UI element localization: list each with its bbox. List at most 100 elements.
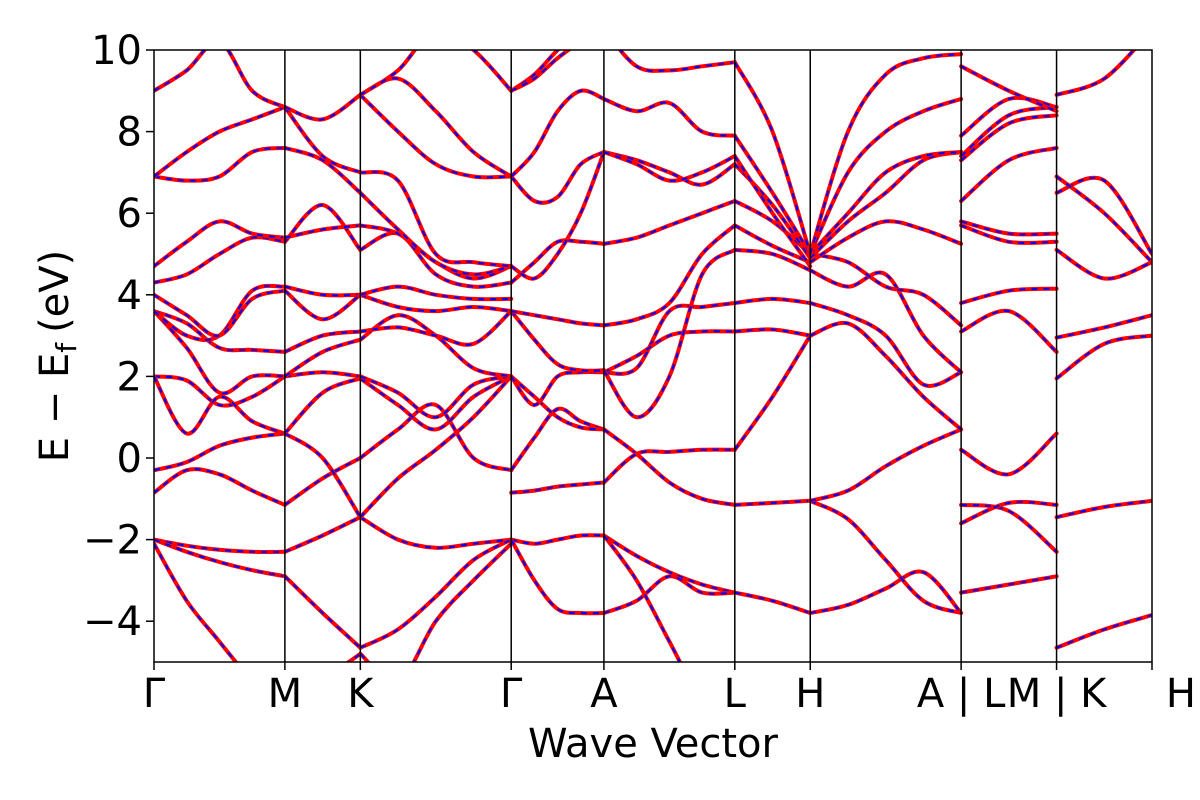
band-line-dashed (809, 98, 962, 255)
band-line-dashed (284, 338, 361, 378)
x-tick-label: H (1166, 671, 1196, 717)
band-line-dashed (359, 314, 512, 378)
band-line-solid (358, 537, 514, 650)
y-tick-label: 2 (117, 354, 142, 400)
band-line-dashed (284, 516, 361, 553)
band-line-dashed (960, 146, 1057, 202)
band-line-dashed (733, 135, 812, 255)
x-tick-label: Γ (143, 671, 166, 717)
band-line-dashed (284, 204, 362, 251)
y-tick-label: 4 (117, 273, 142, 319)
band-line-solid (509, 88, 606, 179)
band-line-dashed (510, 370, 604, 407)
band-line-solid (154, 309, 287, 396)
y-axis-ticks: −4 −2 0 2 4 6 8 10 (83, 28, 154, 645)
band-line-solid (282, 456, 363, 507)
band-line-solid (154, 105, 287, 179)
band-line-solid (358, 190, 514, 277)
band-line-dashed (284, 432, 362, 518)
band-line-dashed (154, 375, 286, 407)
band-line-dashed (284, 377, 361, 435)
y-tick-label: 6 (117, 191, 142, 237)
band-line-solid (358, 92, 514, 180)
band-line-dashed (1056, 50, 1136, 96)
band-line-solid (601, 150, 737, 183)
band-line-dashed (154, 220, 286, 268)
band-line-solid (154, 431, 287, 473)
band-line-dashed (284, 224, 361, 239)
band-line-dashed (733, 155, 812, 267)
x-tick-label: M (268, 671, 303, 717)
band-line-solid (509, 537, 606, 616)
band-line-dashed (154, 543, 238, 662)
band-line-solid (282, 92, 363, 122)
band-line-dashed (734, 591, 811, 614)
y-axis-title: E − Ef (eV) (32, 250, 83, 463)
band-line-dashed (154, 538, 286, 578)
band-line-solid (154, 219, 287, 269)
band-line-dashed (510, 407, 605, 471)
band-line-solid (1054, 50, 1137, 97)
band-line-dashed (284, 575, 361, 649)
band-line-dashed (284, 146, 361, 194)
band-line-dashed (154, 468, 286, 506)
band-line-dashed (809, 220, 962, 264)
band-line-solid (358, 402, 514, 473)
band-line-dashed (359, 403, 512, 472)
x-tick-label: A | L (917, 671, 1006, 717)
band-line-dashed (809, 499, 962, 614)
band-line-solid (345, 651, 363, 662)
band-line-solid (282, 288, 363, 322)
band-line-dashed (809, 269, 962, 374)
band-line-dashed (511, 534, 604, 545)
band-line-solid (358, 284, 514, 302)
band-line-solid (617, 50, 737, 73)
plot-frame (153, 49, 1153, 663)
band-line-dashed (960, 575, 1057, 594)
band-line-solid (154, 50, 287, 110)
band-line-dashed (154, 50, 286, 109)
band-line-dashed (1056, 614, 1152, 649)
band-line-dashed (809, 151, 962, 259)
band-line-solid (358, 169, 514, 269)
band-line-dashed (603, 249, 736, 419)
band-line-solid (732, 133, 813, 256)
band-line-dashed (960, 309, 1058, 353)
band-line-dashed (960, 96, 1057, 137)
band-line-dashed (360, 310, 512, 346)
x-tick-label: A (590, 671, 618, 717)
band-line-solid (358, 309, 514, 347)
band-line-dashed (359, 375, 512, 419)
band-line-dashed (1056, 249, 1152, 280)
band-line-dashed (603, 575, 735, 614)
band-line-dashed (511, 481, 604, 494)
band-line-solid (358, 76, 514, 179)
band-line-dashed (1056, 314, 1152, 339)
band-line-dashed (284, 94, 361, 121)
band-line-dashed (510, 151, 605, 204)
band-line-dashed (603, 302, 735, 375)
band-line-solid (959, 431, 1059, 477)
band-line-solid (509, 374, 606, 432)
band-line-dashed (359, 232, 512, 288)
band-line-dashed (359, 375, 512, 431)
x-tick-label: K (347, 671, 375, 717)
x-axis-title: Wave Vector (528, 721, 779, 767)
band-line-dashed (510, 375, 604, 431)
band-line-dashed (603, 330, 735, 374)
y-axis-title-unit: (eV) (32, 250, 78, 333)
band-line-dashed (154, 289, 286, 337)
band-line-dashed (960, 500, 1057, 525)
band-line-solid (358, 50, 514, 97)
x-tick-label: M | K (1007, 671, 1108, 717)
band-line-dashed (603, 98, 735, 137)
band-line-solid (282, 376, 363, 436)
band-line-dashed (960, 503, 1058, 553)
band-line-solid (808, 498, 964, 615)
band-line-dashed (359, 50, 512, 96)
band-line-solid (358, 313, 514, 379)
band-line-dashed (603, 224, 736, 327)
band-line-solid (358, 374, 514, 520)
band-line-dashed (734, 224, 811, 264)
